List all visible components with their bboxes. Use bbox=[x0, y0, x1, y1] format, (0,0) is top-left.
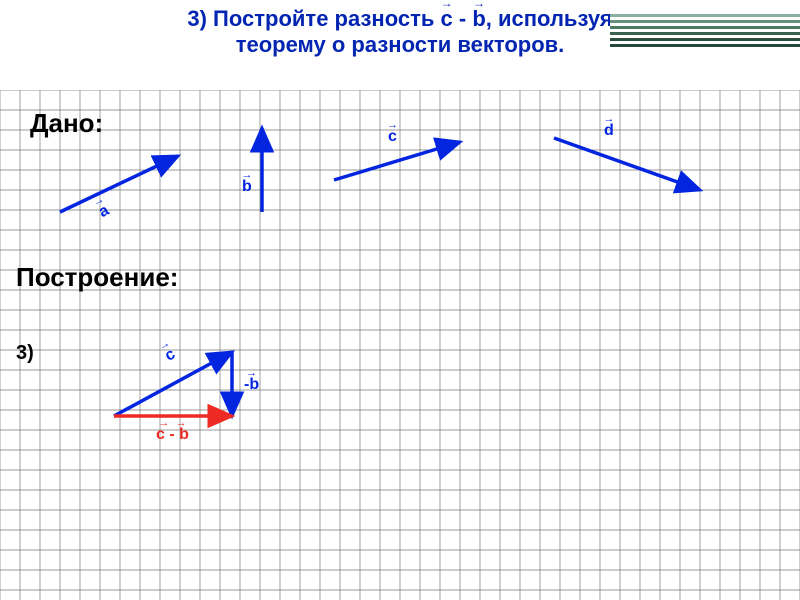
grid-svg bbox=[0, 90, 800, 600]
label-given: Дано: bbox=[30, 108, 103, 139]
label-three: 3) bbox=[16, 342, 34, 365]
diagram-area: Дано:Построение:3)→a→b→c→d→c→-b→ →c - b bbox=[0, 90, 800, 600]
label-constr: Построение: bbox=[16, 262, 178, 293]
vector-c bbox=[334, 142, 460, 180]
corner-band-decor bbox=[610, 14, 800, 47]
vector-label-vd: →d bbox=[604, 122, 614, 140]
vector-label-vc: →c bbox=[388, 128, 397, 146]
vector-label-vres: → →c - b bbox=[156, 426, 189, 444]
vector-label-vb: →b bbox=[242, 178, 252, 196]
vector-label-vmb: →-b bbox=[244, 376, 259, 394]
vector-d bbox=[554, 138, 700, 190]
